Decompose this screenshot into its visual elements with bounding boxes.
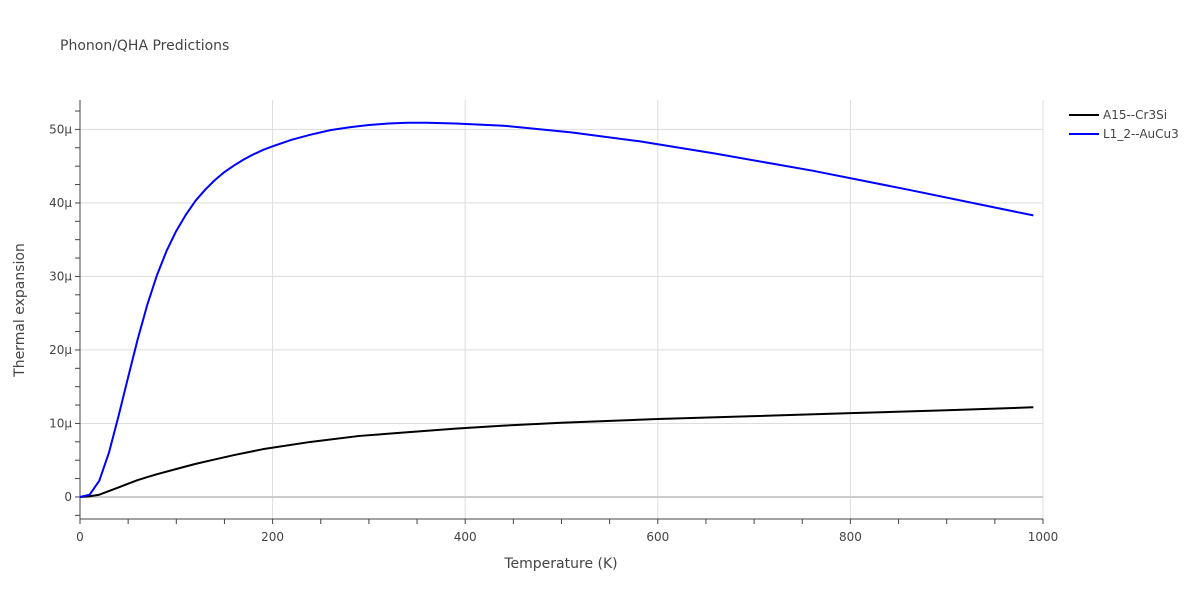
legend-item[interactable]: A15--Cr3Si: [1069, 108, 1167, 122]
series-line-1[interactable]: [79, 406, 1034, 498]
legend-label: A15--Cr3Si: [1103, 108, 1167, 122]
y-tick-label: 10μ: [49, 416, 72, 430]
x-axis-title: Temperature (K): [503, 556, 617, 572]
x-tick-label: 800: [839, 530, 862, 544]
legend-item[interactable]: L1_2--AuCu3: [1069, 127, 1179, 141]
y-tick-label: 50μ: [49, 122, 72, 136]
y-axis-title: Thermal expansion: [12, 243, 28, 378]
x-tick-label: 1000: [1028, 530, 1059, 544]
x-tick-label: 600: [646, 530, 669, 544]
series-line-2[interactable]: [79, 121, 1034, 498]
grid: [80, 100, 1044, 519]
axes: 0 200 400 600 800 1000 0 10μ 20μ 30μ 40μ 50μ: [49, 100, 1058, 544]
legend-label: L1_2--AuCu3: [1103, 127, 1179, 141]
legend[interactable]: A15--Cr3Si L1_2--AuCu3: [1069, 108, 1179, 141]
y-tick-label: 40μ: [49, 196, 72, 210]
series-layer: [79, 121, 1034, 498]
y-tick-label: 20μ: [49, 343, 72, 357]
y-tick-label: 30μ: [49, 269, 72, 283]
y-tick-label: 0: [64, 490, 72, 504]
x-tick-label: 0: [76, 530, 84, 544]
chart-title: Phonon/QHA Predictions: [60, 38, 229, 54]
x-tick-label: 400: [454, 530, 477, 544]
x-tick-label: 200: [261, 530, 284, 544]
